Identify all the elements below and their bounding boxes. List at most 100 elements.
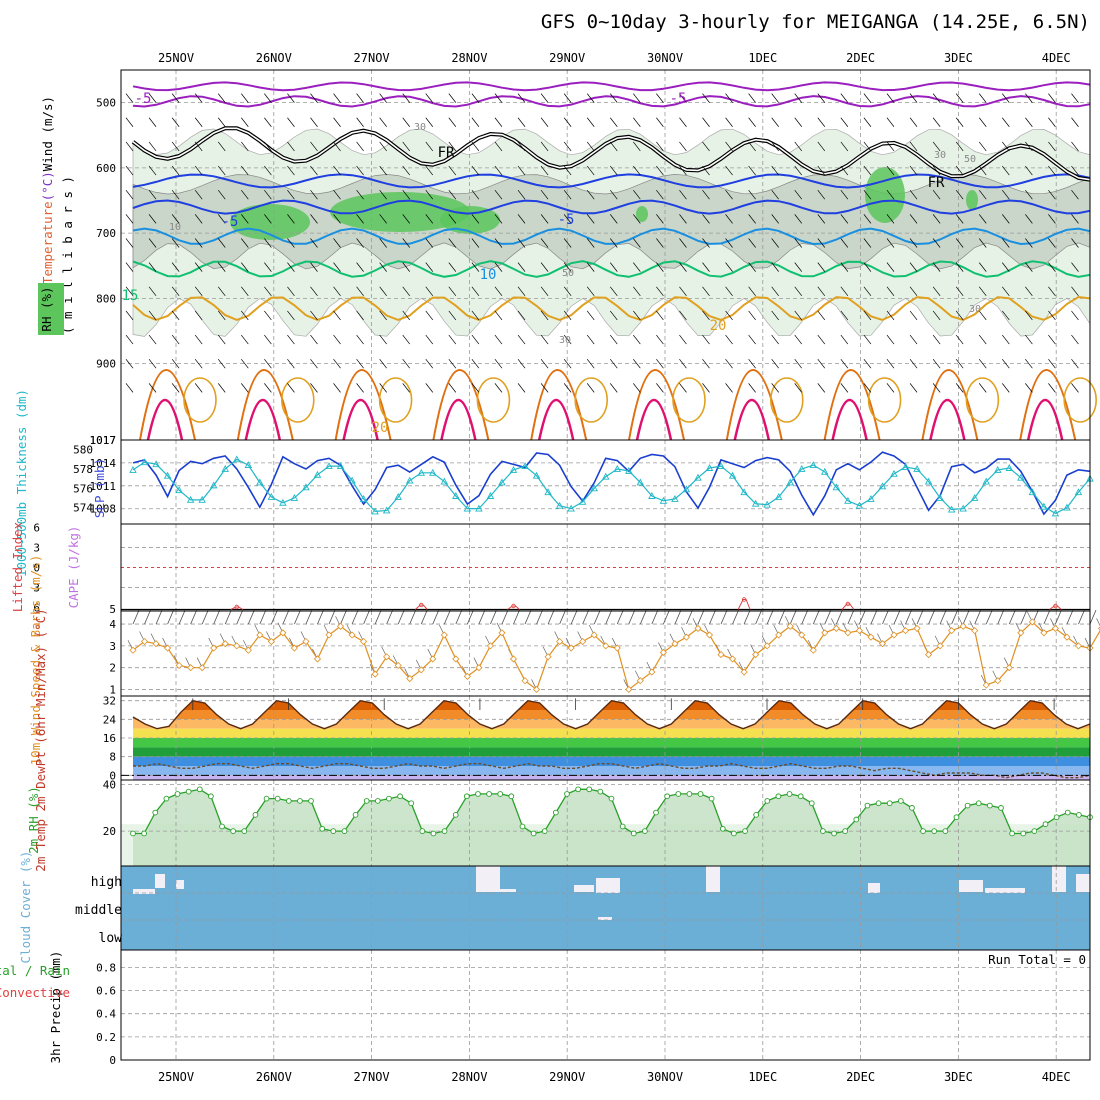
wind-speed-marker (671, 640, 679, 648)
cloud-gap-mid (598, 917, 612, 920)
wind-barb (909, 165, 918, 176)
wind-barb (1025, 262, 1033, 272)
warm-cell (183, 377, 217, 423)
contour-label: FR (928, 175, 945, 191)
cape-li-panel: 6 3 0 3 6 5 (33, 521, 1091, 616)
pressure-tick-label: 800 (96, 292, 116, 305)
wind-barb (517, 359, 526, 369)
wind-barb (264, 286, 272, 296)
contour-label: -5 (670, 91, 687, 107)
wind-barb (748, 141, 756, 152)
rh-marker (753, 812, 760, 818)
surface-heating-arc (334, 369, 392, 441)
cloud-gap (985, 888, 1025, 893)
wind-barb (287, 93, 295, 103)
wind-barb (609, 310, 618, 321)
wind-speed-marker (867, 633, 875, 641)
wind-barb (586, 383, 595, 393)
wind-barb (397, 609, 405, 625)
cape-marker (1053, 603, 1058, 609)
wind-barb (379, 141, 387, 152)
wind-barb (794, 141, 803, 152)
wind-barb (812, 609, 820, 625)
rh-marker (1042, 821, 1049, 828)
wind-barb (863, 334, 872, 345)
precip-total-label: Total / Rain (0, 963, 70, 978)
contour-label: 50 (562, 268, 574, 279)
wind-barb (310, 359, 318, 369)
wind-barb (748, 165, 756, 176)
temp-band (133, 756, 1090, 766)
wind-barb (386, 609, 394, 625)
wind-barb (155, 609, 163, 625)
wind-barb (663, 609, 670, 625)
li-ylabel: Lifted Index (10, 521, 25, 612)
wind-barb (171, 334, 180, 345)
wind-barb (563, 117, 572, 127)
wind-barb (563, 165, 572, 176)
pressure-tick-label: 600 (96, 162, 116, 175)
wind-speed-marker (855, 627, 863, 635)
wind-barb (471, 383, 480, 393)
wind-speed-marker (1074, 642, 1083, 650)
wind-barb (835, 609, 843, 625)
wind-barb (540, 383, 549, 393)
thickness-marker (1063, 503, 1071, 511)
rh-marker (920, 828, 926, 834)
temp-bands (133, 700, 1090, 780)
wind-barb (593, 609, 601, 625)
wind-speed-marker (844, 629, 852, 637)
wind-barb (448, 334, 457, 345)
wind-barb (985, 609, 993, 625)
wind-barb (1002, 286, 1010, 296)
wind-barb (909, 117, 918, 127)
wind-barb (859, 609, 866, 625)
wind-barb (633, 262, 641, 272)
wind-barb (679, 383, 687, 393)
wind-speed-marker (659, 648, 667, 656)
wind-barb (840, 165, 849, 176)
thickness-marker (463, 504, 472, 512)
contour-label: 10 (169, 222, 181, 233)
wind-barb (356, 165, 364, 176)
wind-barb (455, 609, 463, 625)
wind-barb (748, 189, 756, 200)
wind-barb (932, 214, 941, 224)
rh-marker (708, 795, 715, 802)
wind-barb (909, 359, 918, 369)
wind-barb (282, 609, 290, 625)
wind-barb (794, 262, 803, 272)
wind-barb (425, 93, 434, 103)
rh-marker (386, 795, 392, 802)
wind-barb (379, 286, 387, 296)
wind-barb (656, 286, 664, 296)
wind-barb (333, 310, 341, 321)
wind-speed-marker (164, 644, 172, 652)
wind-speed-marker (740, 668, 748, 676)
thickness-marker (152, 460, 160, 468)
date-label-bottom: 30NOV (647, 1070, 683, 1084)
rh-marker (630, 830, 637, 837)
wind-barb (494, 310, 503, 321)
wind-barb (201, 609, 209, 625)
wind-barb (1020, 609, 1028, 625)
isotherm (132, 260, 1091, 278)
wind-barb (633, 310, 641, 321)
wind-barb (955, 262, 964, 272)
temp-tick-label: 16 (103, 732, 116, 745)
wind-barb (743, 609, 751, 625)
date-label-top: 25NOV (158, 51, 194, 65)
thickness-marker (970, 493, 979, 501)
thickness-marker (867, 494, 875, 502)
rh-marker (196, 786, 203, 793)
thickness-marker (198, 495, 206, 503)
wind-barb (771, 334, 779, 345)
slp-ylabel: SLP (mb) (92, 458, 107, 518)
isotherm (132, 199, 1091, 215)
wind-barb (609, 359, 618, 369)
slp-ylabel-part: SLP (mb) (92, 458, 107, 518)
wind-barb (748, 334, 756, 345)
wind-barb (1048, 117, 1056, 127)
rh-marker (664, 793, 670, 800)
wind-barb (1048, 262, 1056, 272)
